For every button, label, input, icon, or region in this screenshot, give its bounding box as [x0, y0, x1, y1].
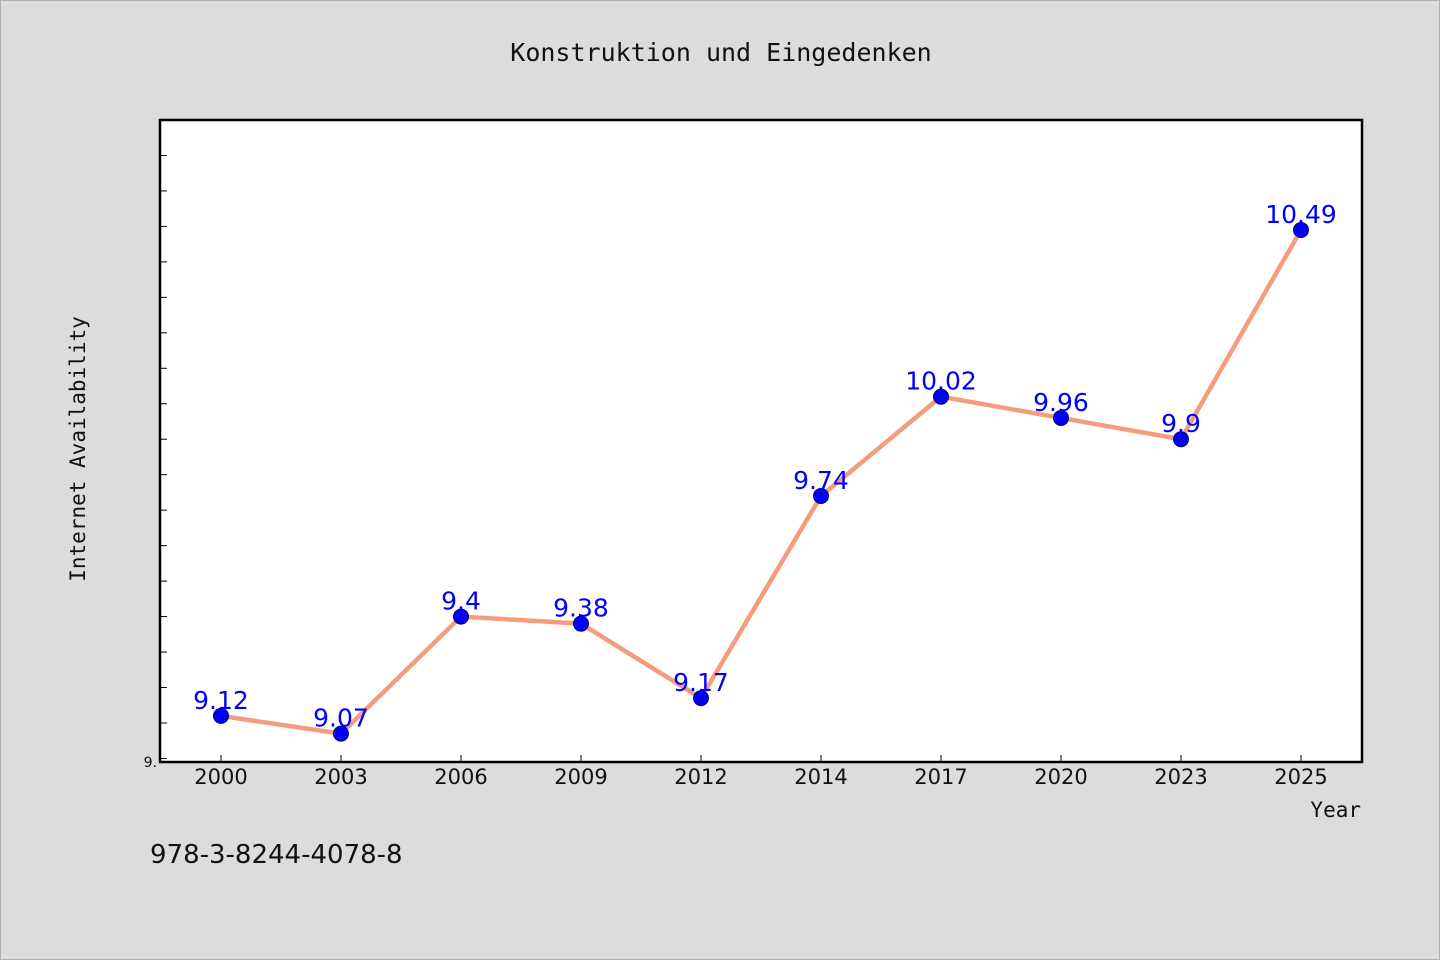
data-point: [333, 725, 349, 742]
data-label: 10.49: [1265, 200, 1337, 229]
x-tick-label: 2000: [194, 765, 247, 789]
data-point: [1293, 221, 1309, 238]
series-layer: [213, 221, 1309, 742]
data-label: 9.12: [193, 686, 249, 715]
y-axis: 9.: [144, 154, 167, 771]
data-point: [213, 707, 229, 724]
x-tick-label: 2006: [434, 765, 487, 789]
x-tick-label: 2009: [554, 765, 607, 789]
x-tick-label: 2012: [674, 765, 727, 789]
data-point: [933, 388, 949, 405]
data-label: 9.07: [313, 704, 369, 733]
x-tick-label: 2003: [314, 765, 367, 789]
x-tick-label: 2023: [1154, 765, 1207, 789]
data-point: [1053, 409, 1069, 426]
data-point: [813, 487, 829, 504]
x-tick-label: 2017: [914, 765, 967, 789]
data-label: 9.96: [1033, 388, 1089, 417]
x-tick-label: 2020: [1034, 765, 1087, 789]
x-tick-label: 2014: [794, 765, 847, 789]
data-point: [1173, 431, 1189, 448]
isbn-text: 978-3-8244-4078-8: [150, 840, 403, 870]
data-label: 9.4: [441, 587, 481, 616]
y-axis-label: Internet Availability: [66, 316, 90, 582]
data-point: [453, 608, 469, 625]
series-line: [218, 227, 1304, 736]
data-label: 9.9: [1161, 409, 1201, 438]
data-label: 9.17: [673, 668, 729, 697]
plot-area: [158, 118, 1364, 764]
data-point: [693, 690, 709, 707]
x-axis-label: Year: [1310, 798, 1361, 822]
data-labels: 9.12 9.07 9.4 9.38 9.17 9.74 10.02 9.96 9.9 10.49: [193, 200, 1337, 733]
data-label: 9.38: [553, 594, 609, 623]
data-label: 9.74: [793, 466, 849, 495]
x-axis: 2000 2003 2006 2009 2012 2014 2017 2020 2023 2025: [194, 755, 1328, 789]
chart-title: Konstruktion und Eingedenken: [510, 38, 931, 67]
x-tick-label: 2025: [1274, 765, 1327, 789]
y-tick-label: 9.: [144, 755, 157, 771]
data-point: [573, 615, 589, 632]
data-label: 10.02: [905, 367, 977, 396]
